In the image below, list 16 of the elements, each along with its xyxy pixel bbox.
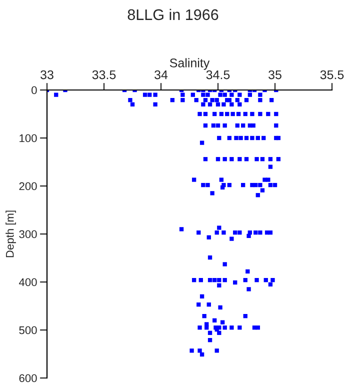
- y-tick-label: 0: [32, 86, 37, 94]
- x-tick-label: 34.5: [206, 70, 230, 80]
- y-tick-label: 600: [19, 374, 37, 382]
- y-tick-label: 500: [19, 326, 37, 334]
- x-tick-label: 34: [154, 70, 168, 80]
- x-tick-label: 35: [268, 70, 282, 80]
- x-tick-label: 35.5: [320, 70, 344, 80]
- y-tick-label: 400: [18, 278, 37, 286]
- y-tick-label: 100: [20, 134, 37, 142]
- y-tick-label: 300: [19, 230, 37, 238]
- y-axis-title: Depth [m]: [6, 210, 16, 258]
- x-axis-title: Salinity: [170, 58, 210, 70]
- chart-title: 8LLG in 1966: [128, 8, 218, 20]
- x-tick-label: 33.5: [92, 70, 116, 80]
- y-tick-label: 200: [19, 182, 37, 190]
- x-tick-label: 33: [40, 70, 54, 80]
